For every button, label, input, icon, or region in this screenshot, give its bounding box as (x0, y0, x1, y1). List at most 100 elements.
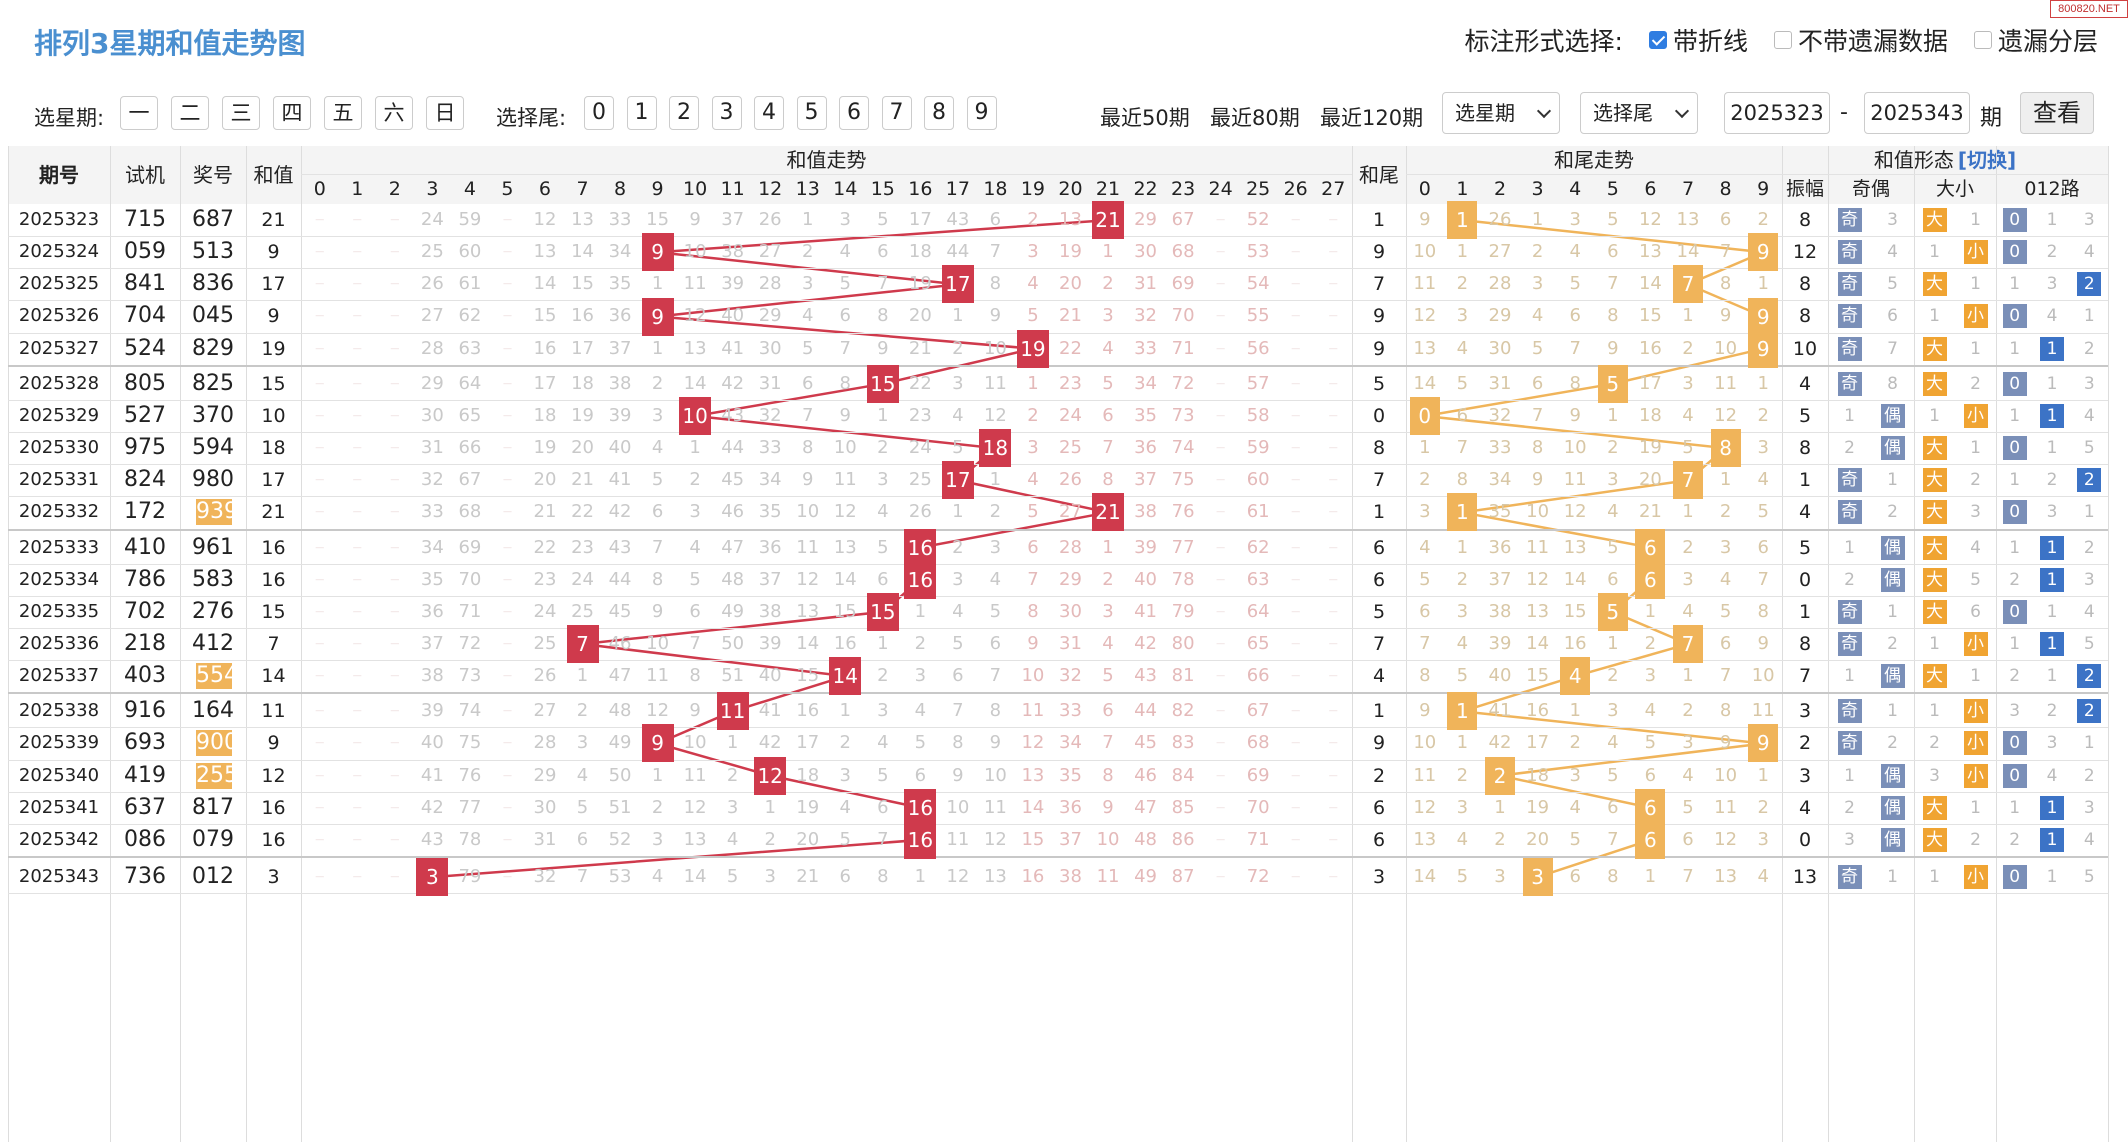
period-from-input[interactable]: 2025323 (1724, 92, 1830, 134)
col-divider (1406, 146, 1407, 1142)
sum-miss-count: 49 (721, 600, 745, 622)
sum-miss-count: 8 (989, 700, 1002, 722)
missing-placeholder: — (315, 443, 325, 454)
col-divider (1996, 146, 1997, 1142)
big-miss: 2 (1929, 733, 1940, 754)
sum-miss-count: 54 (1246, 273, 1270, 295)
row-divider (8, 856, 2108, 858)
query-button[interactable]: 查看 (2020, 92, 2094, 134)
checkbox-no-missing[interactable] (1773, 31, 1792, 49)
header-sum-col: 0 (313, 178, 326, 200)
sum-miss-count: 46 (721, 501, 745, 523)
weekday-button[interactable]: 四 (273, 96, 311, 130)
amplitude: 5 (1798, 536, 1812, 559)
sum-miss-count: 49 (1134, 866, 1157, 887)
tail-button[interactable]: 2 (669, 96, 699, 130)
prize-number: 829 (192, 335, 234, 361)
missing-placeholder: — (352, 507, 362, 518)
tail-select[interactable]: 选择尾 (1580, 92, 1698, 134)
header-tail-col: 1 (1456, 178, 1469, 200)
odd-miss: 1 (1844, 537, 1855, 558)
range-dash: - (1840, 100, 1848, 125)
recent-80-link[interactable]: 最近80期 (1210, 106, 1300, 130)
small-miss: 6 (1970, 601, 1981, 622)
switch-link[interactable]: [切换] (1957, 148, 2017, 172)
table-row: 2025329 527 370 10— — —30 65—18 19 39 3 10 43 32 7 9 1 2… (8, 396, 2108, 435)
tail-button[interactable]: 9 (966, 96, 997, 130)
tail-button[interactable]: 6 (839, 96, 869, 130)
route-miss: 4 (2046, 306, 2058, 327)
weekday-button[interactable]: 一 (120, 96, 158, 130)
tail-button[interactable]: 7 (881, 96, 912, 130)
sum-marker: 15 (866, 364, 899, 403)
missing-placeholder: — (390, 410, 400, 421)
missing-placeholder: — (1216, 574, 1226, 585)
tail-button[interactable]: 5 (796, 96, 827, 130)
sum-miss-count: 12 (946, 866, 970, 887)
header-tail-trend: 和尾走势 (1554, 148, 1634, 172)
option-no-missing[interactable]: 不带遗漏数据 (1773, 22, 1948, 58)
page-title: 排列3星期和值走势图 (34, 27, 306, 60)
weekday-select[interactable]: 选星期 (1442, 92, 1560, 134)
header-period[interactable]: 期号 (39, 163, 79, 187)
sum-miss-count: 13 (571, 209, 594, 230)
weekday-button[interactable]: 六 (375, 96, 413, 130)
period-to-input[interactable]: 2025343 (1864, 92, 1970, 134)
tail-button[interactable]: 3 (711, 96, 742, 130)
sum-marker: 7 (566, 625, 599, 664)
missing-placeholder: — (390, 247, 400, 258)
big-badge: 大 (1922, 272, 1947, 297)
sum-marker: 21 (1092, 493, 1125, 532)
odd-badge: 奇 (1837, 468, 1862, 493)
tail-button[interactable]: 4 (754, 96, 784, 130)
weekday-button[interactable]: 二 (171, 96, 209, 130)
sum-miss-count: 20 (796, 828, 820, 850)
tail-miss-count: 1 (1682, 665, 1694, 687)
period-id: 2025324 (18, 241, 100, 263)
sum-miss-count: 64 (458, 372, 482, 394)
missing-placeholder: — (1216, 706, 1226, 717)
small-miss: 2 (1970, 373, 1981, 394)
route-badge: 2 (2077, 468, 2102, 493)
header-sum-col: 14 (833, 178, 858, 200)
sum-miss-count: 12 (683, 796, 707, 818)
site-logo[interactable]: 800820.NET (2050, 0, 2128, 18)
weekday-button[interactable]: 五 (324, 96, 362, 130)
prize-number: 687 (192, 207, 234, 232)
weekday-button[interactable]: 三 (222, 96, 260, 130)
option-missing-layer[interactable]: 遗漏分层 (1973, 22, 2098, 58)
sum-miss-count: 48 (1134, 828, 1157, 850)
recent-50-link[interactable]: 最近50期 (1100, 106, 1190, 130)
sum-miss-count: 6 (839, 305, 851, 327)
checkbox-with-line[interactable] (1648, 31, 1667, 49)
missing-placeholder: — (352, 475, 362, 486)
sum-miss-count: 29 (533, 764, 557, 786)
checkbox-missing-layer[interactable] (1973, 31, 1992, 49)
sum-miss-count: 67 (1171, 209, 1195, 230)
tail-button[interactable]: 8 (924, 96, 954, 130)
sum-miss-count: 35 (1134, 404, 1157, 426)
option-with-line[interactable]: 带折线 (1648, 22, 1748, 58)
tail-miss-count: 11 (1751, 700, 1775, 722)
tail-button[interactable]: 0 (584, 96, 614, 130)
missing-placeholder: — (390, 378, 400, 389)
sum-miss-count: 7 (877, 273, 889, 295)
sum-miss-count: 4 (576, 764, 589, 786)
route-miss: 2 (2046, 701, 2058, 722)
sum-value: 9 (267, 732, 280, 755)
weekday-button[interactable]: 日 (426, 96, 464, 130)
sum-miss-count: 10 (1021, 665, 1045, 687)
missing-placeholder: — (352, 770, 362, 781)
tail-button[interactable]: 1 (626, 96, 657, 130)
row-divider (8, 791, 2108, 793)
tail-miss-count: 14 (1526, 632, 1550, 654)
missing-placeholder: — (1328, 475, 1338, 486)
header-sum-col: 4 (463, 178, 476, 200)
route-miss: 1 (2046, 666, 2058, 687)
route-badge: 0 (2002, 599, 2027, 624)
missing-placeholder: — (502, 872, 512, 882)
recent-120-link[interactable]: 最近120期 (1320, 106, 1424, 130)
header-tail-col: 6 (1644, 178, 1657, 200)
tail-miss-count: 39 (1488, 632, 1512, 654)
tail-miss-count: 3 (1644, 665, 1657, 687)
